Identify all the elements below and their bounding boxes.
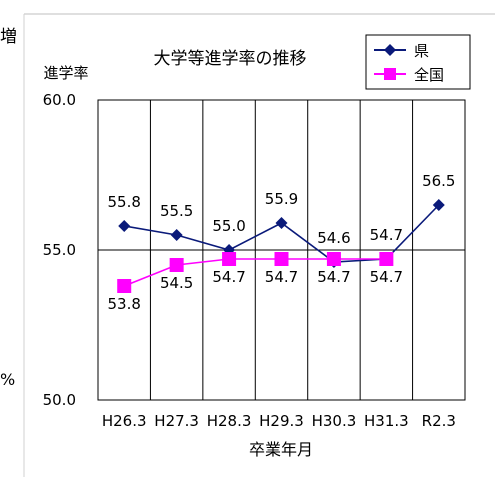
data-label: 56.5 [422, 172, 455, 190]
legend-box [365, 34, 471, 90]
chart-title: 大学等進学率の推移 [154, 49, 307, 69]
legend-label-pref: 県 [414, 42, 429, 60]
legend-marker-pref [384, 44, 396, 56]
data-label: 54.7 [212, 268, 245, 286]
series-line-1 [123, 258, 387, 287]
data-label: 54.7 [370, 268, 403, 286]
data-label: 53.8 [108, 295, 141, 313]
data-label: 55.9 [265, 190, 298, 208]
data-label: 54.7 [370, 226, 403, 244]
legend: 県 全国 [365, 34, 471, 90]
edge-fragment-mid: % [0, 370, 16, 389]
x-tick-label: H31.3 [364, 412, 409, 430]
y-tick-label: 55.0 [43, 241, 76, 259]
legend-marker-national [384, 68, 396, 80]
x-tick-label: H27.3 [154, 412, 199, 430]
data-point [169, 258, 184, 272]
data-point [118, 220, 131, 232]
data-point [379, 252, 394, 266]
x-tick-label: H28.3 [207, 412, 252, 430]
x-tick-label: H29.3 [259, 412, 304, 430]
data-point [275, 217, 288, 229]
data-label: 54.6 [317, 229, 350, 247]
data-label: 55.5 [160, 202, 193, 220]
y-axis-label: 進学率 [43, 64, 88, 82]
data-point [326, 252, 341, 266]
data-label: 54.7 [317, 268, 350, 286]
x-tick-label: R2.3 [422, 412, 456, 430]
data-point [432, 199, 445, 211]
data-label: 54.5 [160, 274, 193, 292]
data-point [117, 279, 132, 293]
y-tick-label: 50.0 [43, 391, 76, 409]
data-point [170, 229, 183, 241]
y-tick-label: 60.0 [43, 91, 76, 109]
data-label: 55.0 [212, 217, 245, 235]
data-point [222, 252, 237, 266]
x-axis-label: 卒業年月 [249, 440, 313, 459]
data-label: 54.7 [265, 268, 298, 286]
edge-fragment-top: 増 [0, 27, 17, 47]
x-tick-label: H26.3 [102, 412, 147, 430]
legend-label-national: 全国 [414, 66, 444, 84]
x-tick-label: H30.3 [312, 412, 357, 430]
data-point [274, 252, 289, 266]
data-label: 55.8 [108, 193, 141, 211]
